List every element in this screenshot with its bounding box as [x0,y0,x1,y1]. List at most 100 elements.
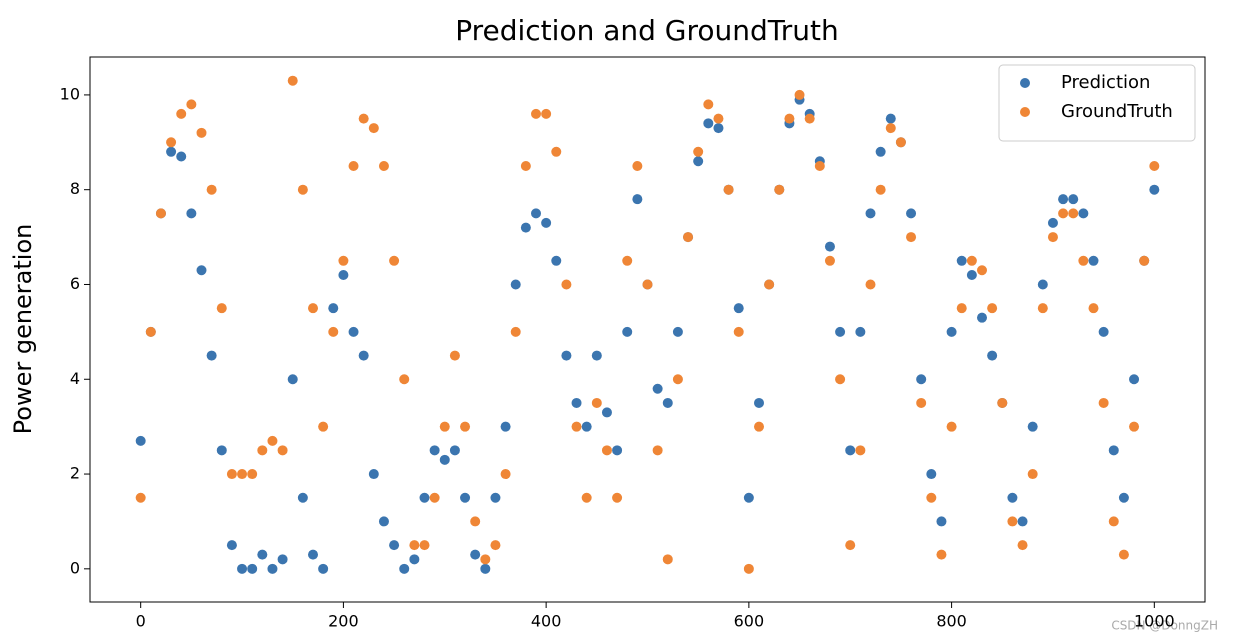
point [581,492,592,503]
point [1108,445,1119,456]
y-tick-label: 0 [70,558,80,577]
point [977,265,987,276]
point [855,445,866,456]
point [135,435,146,446]
x-tick-label: 800 [936,612,967,631]
point [358,113,369,124]
point [824,241,835,252]
point [429,445,440,456]
point [196,127,207,138]
point [754,397,764,408]
point [693,156,704,167]
point [622,255,633,266]
point [186,208,197,219]
point [1118,549,1129,560]
point [916,374,927,385]
point [470,549,481,560]
point [186,99,197,110]
point [500,469,511,480]
point [926,492,937,503]
point [480,563,491,574]
point [318,421,329,432]
point [956,255,967,266]
point [865,279,876,290]
point [1129,374,1140,385]
point [1027,469,1038,480]
point [1058,208,1069,219]
point [885,123,896,134]
point [267,563,278,574]
y-tick-label: 6 [70,274,80,293]
point [257,549,268,560]
point [531,108,541,119]
point [389,540,400,551]
point [297,184,308,195]
point [1007,516,1018,527]
point [1037,279,1048,290]
point [267,435,278,446]
point [1068,208,1079,219]
point [835,374,846,385]
point [206,350,217,361]
point [216,445,227,456]
point [541,108,552,119]
point [662,554,673,565]
point [936,516,947,527]
point [277,445,288,456]
point [703,99,714,110]
point [135,492,146,503]
point [946,326,957,337]
point [551,146,562,157]
point [632,161,643,171]
point [835,326,846,337]
point [997,397,1008,408]
point [297,492,308,503]
point [977,312,987,323]
point [622,326,633,337]
x-tick-label: 400 [531,612,562,631]
point [875,184,886,195]
point [885,113,896,124]
point [591,350,602,361]
point [1078,255,1089,266]
point [226,469,237,480]
point [987,350,998,361]
point [591,397,602,408]
point [926,469,937,480]
point [906,208,917,219]
point [936,549,947,560]
point [662,397,673,408]
point [480,554,491,565]
point [1108,516,1119,527]
point [845,540,856,551]
point [824,255,835,266]
point [1098,397,1109,408]
point [875,146,886,157]
point [794,89,805,100]
point [490,492,501,503]
point [1088,303,1099,314]
point [277,554,288,565]
point [612,492,623,503]
point [247,469,258,480]
point [571,421,582,432]
point [612,445,623,456]
point [460,421,471,432]
point [409,540,420,551]
point [713,123,724,134]
y-tick-label: 8 [70,179,80,198]
point [460,492,471,503]
plot-frame [89,56,1206,603]
point [338,270,349,280]
point [368,469,379,480]
point [328,303,339,314]
point [784,113,795,124]
point [855,326,866,337]
point [520,222,531,233]
point [318,563,329,574]
point [551,255,562,266]
point [328,326,339,337]
point [1037,303,1048,314]
point [520,161,531,171]
point [237,563,248,574]
